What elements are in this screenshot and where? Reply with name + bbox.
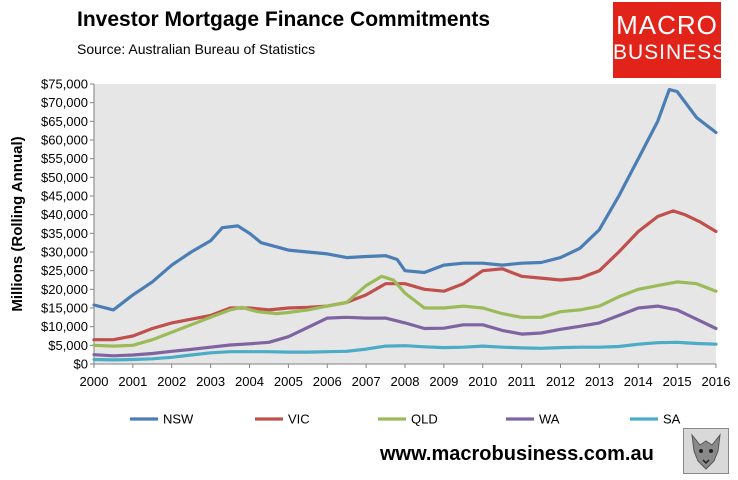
series-line-vic — [92, 209, 718, 342]
macrobusiness-logo: MACRO BUSINESS — [613, 2, 728, 78]
y-tick-label: $75,000 — [41, 77, 88, 92]
x-tick-label: 2013 — [585, 374, 614, 389]
y-tick-label: $65,000 — [41, 114, 88, 129]
x-tick-label: 2015 — [663, 374, 692, 389]
y-tick-label: $40,000 — [41, 207, 88, 222]
series-line-wa — [92, 304, 718, 358]
y-tick-label: $10,000 — [41, 319, 88, 334]
x-tick-label: 2005 — [274, 374, 303, 389]
x-tick-label: 2016 — [702, 374, 731, 389]
x-tick-label: 2009 — [429, 374, 458, 389]
x-tick-label: 2001 — [118, 374, 147, 389]
series-line-sa — [92, 340, 718, 362]
x-tick-label: 2008 — [391, 374, 420, 389]
y-tick-label: $15,000 — [41, 301, 88, 316]
legend-label-nsw: NSW — [163, 412, 194, 427]
y-tick-label: $55,000 — [41, 151, 88, 166]
line-chart: $0 $5,000 $10,000 $15,000 $20,000 $25,000 $30,… — [9, 77, 731, 427]
x-tick-label: 2002 — [157, 374, 186, 389]
series-line-qld — [92, 274, 718, 348]
y-tick-label: $20,000 — [41, 282, 88, 297]
y-tick-label: $30,000 — [41, 245, 88, 260]
x-tick-label: 2003 — [196, 374, 225, 389]
x-tick-label: 2006 — [313, 374, 342, 389]
y-tick-label: $5,000 — [48, 338, 88, 353]
x-tick-label: 2014 — [624, 374, 653, 389]
legend-label-sa: SA — [663, 412, 681, 427]
y-tick-label: $35,000 — [41, 226, 88, 241]
legend-label-wa: WA — [539, 412, 560, 427]
y-tick-label: $70,000 — [41, 95, 88, 110]
x-tick-label: 2000 — [80, 374, 109, 389]
x-tick-label: 2007 — [352, 374, 381, 389]
x-tick-label: 2012 — [546, 374, 575, 389]
website-url: www.macrobusiness.com.au — [380, 443, 654, 465]
y-axis-label: Millions (Rolling Annual) — [9, 136, 26, 311]
y-tick-label: $45,000 — [41, 189, 88, 204]
y-tick-label: $0 — [74, 357, 88, 372]
chart-title: Investor Mortgage Finance Commitments — [77, 8, 491, 31]
logo-line-1: MACRO — [616, 10, 718, 40]
logo-line-2: BUSINESS — [613, 41, 728, 64]
chart-subtitle: Source: Australian Bureau of Statistics — [77, 41, 316, 57]
x-tick-label: 2004 — [235, 374, 264, 389]
wolf-icon — [683, 428, 729, 474]
y-tick-label: $25,000 — [41, 263, 88, 278]
x-tick-label: 2010 — [468, 374, 497, 389]
y-tick-label: $50,000 — [41, 170, 88, 185]
series-line-nsw — [92, 87, 718, 312]
x-tick-label: 2011 — [508, 374, 536, 389]
y-tick-label: $60,000 — [41, 133, 88, 148]
legend-label-qld: QLD — [411, 412, 438, 427]
legend-label-vic: VIC — [288, 412, 310, 427]
